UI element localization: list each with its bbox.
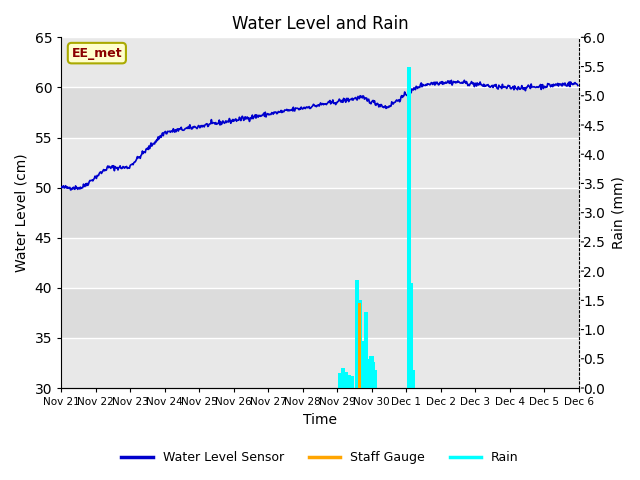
Bar [61, 338, 579, 388]
Bar [367, 362, 371, 388]
Bar [346, 375, 351, 388]
Bar [361, 347, 365, 388]
Bar [61, 87, 579, 138]
Legend: Water Level Sensor, Staff Gauge, Rain: Water Level Sensor, Staff Gauge, Rain [116, 446, 524, 469]
Y-axis label: Rain (mm): Rain (mm) [611, 176, 625, 249]
Bar [371, 362, 375, 388]
Bar [358, 300, 362, 388]
Bar [372, 371, 377, 388]
Bar [61, 238, 579, 288]
Bar [61, 138, 579, 188]
Bar [349, 376, 354, 388]
Bar [61, 188, 579, 238]
Bar [358, 303, 361, 388]
Bar [602, 379, 607, 388]
Title: Water Level and Rain: Water Level and Rain [232, 15, 408, 33]
Bar [340, 368, 345, 388]
Bar [360, 341, 364, 388]
Bar [407, 67, 411, 388]
Bar [356, 336, 361, 388]
Bar [61, 288, 579, 338]
Bar [338, 373, 342, 388]
Bar [408, 283, 413, 388]
Bar [355, 280, 360, 388]
Bar [365, 359, 369, 388]
X-axis label: Time: Time [303, 413, 337, 427]
Text: EE_met: EE_met [72, 47, 122, 60]
Y-axis label: Water Level (cm): Water Level (cm) [15, 154, 29, 272]
Bar [61, 37, 579, 87]
Bar [344, 372, 348, 388]
Bar [369, 356, 374, 388]
Bar [411, 371, 415, 388]
Bar [364, 312, 368, 388]
